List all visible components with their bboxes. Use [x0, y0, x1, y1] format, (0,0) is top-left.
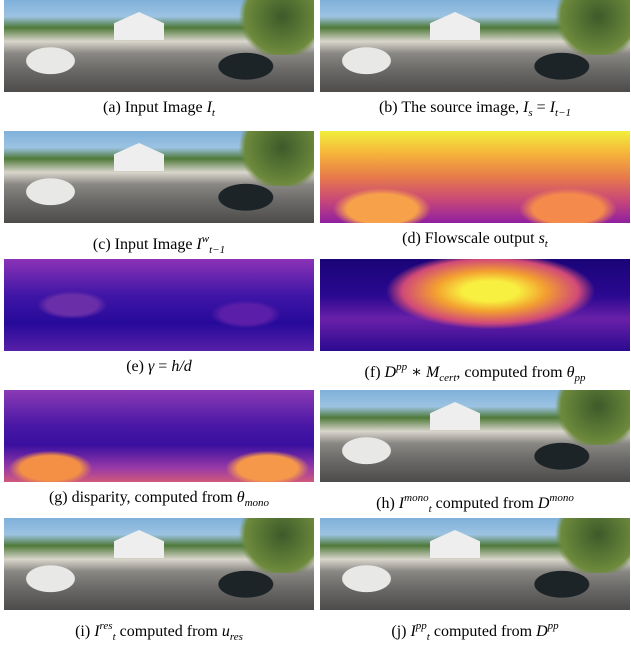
caption-text: D	[385, 364, 397, 381]
caption-text: (j)	[391, 623, 410, 640]
caption: (a) Input Image It	[4, 98, 314, 123]
caption-text: t	[545, 238, 548, 250]
caption-text: computed from	[430, 623, 536, 640]
caption-text: t−1	[209, 244, 225, 256]
caption-text: h/d	[171, 358, 191, 375]
caption-text: (g) disparity, computed from	[49, 489, 237, 506]
caption: (b) The source image, Is = It−1	[320, 98, 630, 123]
caption-text: computed from	[116, 623, 222, 640]
caption-text: (e)	[126, 358, 148, 375]
image	[320, 390, 630, 482]
caption-text: D	[536, 623, 548, 640]
panel: (e) γ = h/d	[4, 259, 314, 377]
image	[4, 518, 314, 610]
figure: (a) Input Image It (b) The source image,…	[0, 0, 631, 646]
image	[4, 259, 314, 351]
caption-text: , computed from	[456, 364, 566, 381]
caption-text: mono	[245, 497, 269, 509]
panel: (h) Imonot computed from Dmono	[320, 390, 630, 519]
caption-text: (a) Input Image	[103, 99, 207, 116]
caption-text: pp	[548, 620, 559, 632]
image	[4, 131, 314, 223]
caption: (e) γ = h/d	[4, 357, 314, 377]
caption-text: cert	[439, 372, 456, 384]
panel: (b) The source image, Is = It−1	[320, 0, 630, 123]
caption-text: M	[426, 364, 439, 381]
caption-text: D	[538, 495, 550, 512]
panel: (d) Flowscale output st	[320, 131, 630, 254]
caption-text: (b) The source image,	[379, 99, 523, 116]
image	[320, 0, 630, 92]
panel: (f) Dpp ∗ Mcert, computed from θpp	[320, 259, 630, 388]
caption-text: (c) Input Image	[93, 236, 197, 253]
caption: (i) Irest computed from ures	[4, 616, 314, 647]
caption-text: =	[533, 99, 550, 116]
panel: (j) Ippt computed from Dpp	[320, 518, 630, 647]
caption-text: ∗	[407, 364, 426, 381]
caption-text: t−1	[555, 107, 571, 119]
caption: (d) Flowscale output st	[320, 229, 630, 254]
image	[4, 390, 314, 482]
caption-text: mono	[549, 492, 573, 504]
caption: (f) Dpp ∗ Mcert, computed from θpp	[320, 357, 630, 388]
image	[320, 259, 630, 351]
caption: (c) Input Image Iwt−1	[4, 229, 314, 260]
caption-text: mono	[404, 492, 428, 504]
caption-text: (h)	[376, 495, 399, 512]
caption-text: res	[230, 631, 243, 643]
caption: (j) Ippt computed from Dpp	[320, 616, 630, 647]
panel: (i) Irest computed from ures	[4, 518, 314, 647]
caption-text: u	[222, 623, 230, 640]
image	[320, 131, 630, 223]
caption-text: θ	[237, 489, 245, 506]
image	[320, 518, 630, 610]
panel: (g) disparity, computed from θmono	[4, 390, 314, 513]
caption-text: t	[212, 107, 215, 119]
panel: (c) Input Image Iwt−1	[4, 131, 314, 260]
caption-text: computed from	[432, 495, 538, 512]
caption: (g) disparity, computed from θmono	[4, 488, 314, 513]
caption-text: (f)	[365, 364, 385, 381]
caption: (h) Imonot computed from Dmono	[320, 488, 630, 519]
caption-text: (d) Flowscale output	[402, 230, 538, 247]
caption-text: pp	[416, 620, 427, 632]
caption-text: w	[202, 233, 209, 245]
image	[4, 0, 314, 92]
panel: (a) Input Image It	[4, 0, 314, 123]
caption-text: pp	[396, 361, 407, 373]
caption-text: =	[154, 358, 171, 375]
caption-text: res	[100, 620, 113, 632]
caption-text: pp	[574, 372, 585, 384]
caption-text: (i)	[75, 623, 94, 640]
